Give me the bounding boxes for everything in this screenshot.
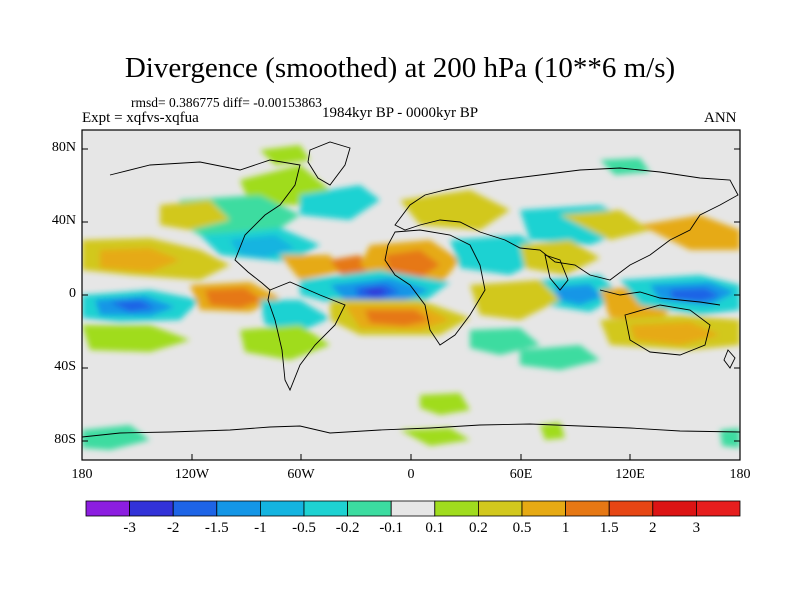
contour-fill-pos <box>82 325 190 352</box>
colorbar-box <box>652 500 697 517</box>
coast-north-america <box>109 159 301 291</box>
lon-label: 120W <box>174 467 210 482</box>
colorbar-label: 3 <box>692 520 701 536</box>
contour-fill-pos <box>640 215 740 250</box>
coast-maritime-continent <box>599 289 721 306</box>
lon-ticks <box>81 454 741 460</box>
experiment-label: Expt = xqfvs-xqfua <box>82 110 199 126</box>
colorbar-box <box>216 500 261 517</box>
colorbar-label: 0.1 <box>425 520 445 536</box>
lon-label: 120E <box>615 467 645 482</box>
colorbar-label: 1 <box>561 520 570 536</box>
lon-label: 0 <box>407 467 415 482</box>
season-label: ANN <box>704 110 737 126</box>
colorbar-box <box>696 500 741 517</box>
lon-label: 60W <box>287 467 315 482</box>
colorbar-box <box>172 500 218 517</box>
colorbar-box <box>521 500 566 517</box>
colorbar-box <box>259 500 305 517</box>
lon-label: 180 <box>71 467 93 482</box>
colorbar-box <box>477 500 523 517</box>
contour-fill-pos <box>420 393 470 415</box>
colorbar-label: 0.2 <box>469 520 488 536</box>
contour-fill-pos <box>385 250 440 278</box>
contour-fill-pos <box>400 428 470 446</box>
lon-label: 60E <box>509 467 533 482</box>
contour-fill-pos <box>560 210 650 240</box>
colorbar-label: -2 <box>166 520 180 536</box>
lat-label: 80S <box>54 432 76 447</box>
colorbar-box <box>85 500 130 517</box>
coast-new-zealand <box>723 349 736 369</box>
contour-fill-pos <box>100 248 180 272</box>
coast-australia <box>624 304 711 356</box>
colorbar-label: -1.5 <box>204 520 229 536</box>
lat-label: 40S <box>54 359 76 374</box>
contour-fill-neg <box>260 300 330 332</box>
contour-fill-pos <box>400 190 510 230</box>
colorbar <box>85 500 741 517</box>
colorbar-box <box>347 500 392 517</box>
contour-fill-pos <box>630 322 720 345</box>
contour-fill-neg <box>110 300 155 312</box>
contour-fill-neg <box>720 428 740 448</box>
colorbar-label: 0.5 <box>512 520 532 536</box>
colorbar-label: -0.5 <box>292 520 316 536</box>
stats-line: rmsd= 0.386775 diff= -0.00153863 <box>131 95 322 110</box>
colorbar-box <box>303 500 348 517</box>
map-panel <box>82 130 740 460</box>
colorbar-label: -0.2 <box>335 520 360 536</box>
colorbar-label: -3 <box>123 520 136 536</box>
coast-greenland <box>307 141 351 186</box>
coast-south-america <box>267 281 346 392</box>
colorbar-label: 1.5 <box>599 520 619 536</box>
colorbar-box <box>608 500 654 517</box>
coastlines <box>82 141 740 438</box>
contour-fill-pos <box>470 280 560 320</box>
lon-label: 180 <box>729 467 751 482</box>
lat-ticks <box>82 148 740 442</box>
colorbar-label: 2 <box>649 520 657 536</box>
contour-fill-pos <box>240 325 330 360</box>
contour-fill-pos <box>540 422 565 440</box>
lat-label: 40N <box>51 213 76 228</box>
coast-india <box>544 254 569 291</box>
colorbar-label: -1 <box>254 520 267 536</box>
colorbar-label: -0.1 <box>379 520 404 536</box>
contour-fill-pos <box>280 255 340 280</box>
lat-label: 80N <box>51 140 76 155</box>
colorbar-box <box>129 500 174 517</box>
contour-fill-neg <box>82 425 150 450</box>
divergence-field <box>82 145 740 450</box>
contour-fill-neg <box>600 158 650 175</box>
colorbar-box <box>390 500 436 517</box>
contour-fill-pos <box>520 240 600 275</box>
plot-title: Divergence (smoothed) at 200 hPa (10**6 … <box>124 52 676 84</box>
lat-label: 0 <box>69 286 76 301</box>
period-label: 1984kyr BP - 0000kyr BP <box>322 105 479 121</box>
coast-africa <box>384 229 486 346</box>
contour-fill-neg <box>470 328 540 355</box>
contour-fill-pos <box>205 288 262 308</box>
coast-antarctica <box>82 423 740 438</box>
contour-fill-neg <box>555 284 602 305</box>
colorbar-box <box>434 500 479 517</box>
contour-fill-pos <box>160 200 230 230</box>
contour-fill-pos <box>365 310 430 326</box>
contour-fill-neg <box>300 185 380 220</box>
colorbar-box <box>565 500 610 517</box>
contour-fill-neg <box>670 288 720 302</box>
contour-fill-neg <box>520 345 600 370</box>
contour-fill-neg <box>362 288 388 296</box>
coast-europe-asia <box>394 167 739 281</box>
contour-fill-neg <box>230 235 295 258</box>
